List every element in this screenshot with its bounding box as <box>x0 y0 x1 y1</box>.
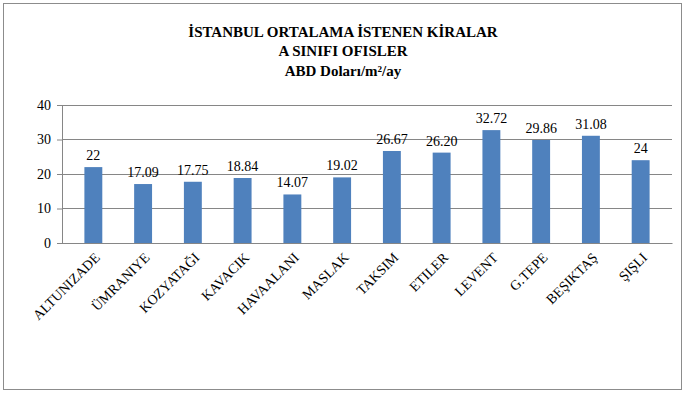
bar <box>532 140 550 243</box>
x-tick-label: TAKSIM <box>354 250 402 298</box>
data-labels: 22 17.09 17.75 18.84 14.07 19.02 26.67 26.20 32.… <box>86 111 647 190</box>
x-tick-label: G.TEPE <box>507 250 551 294</box>
bar <box>84 167 102 243</box>
data-label: 14.07 <box>277 175 309 190</box>
grid-line <box>62 243 672 244</box>
y-tick-label: 0 <box>44 236 51 251</box>
data-label: 26.20 <box>426 134 458 149</box>
bar <box>482 130 500 243</box>
data-label: 26.67 <box>376 132 408 147</box>
y-tick-mark <box>57 209 62 210</box>
x-tick-label: KOZYATAĞI <box>136 249 203 316</box>
data-label: 31.08 <box>575 117 607 132</box>
bar <box>582 136 600 243</box>
x-tick-label: HAVAALANI <box>235 250 303 318</box>
x-tick-label: ŞIŞLI <box>616 250 650 284</box>
y-tick-mark <box>57 174 62 175</box>
y-tick-mark <box>57 105 62 106</box>
y-tick-label: 40 <box>37 98 51 113</box>
x-tick: KOZYATAĞI <box>136 249 203 316</box>
x-tick-label: BEŞIKTAŞ <box>543 250 600 307</box>
subtitle: ABD Doları/m²/ay <box>285 63 402 79</box>
data-label: 18.84 <box>227 159 259 174</box>
x-tick: LEVENT <box>452 250 501 299</box>
y-tick-label: 20 <box>37 167 51 182</box>
title: İSTANBUL ORTALAMA İSTENEN KİRALAR <box>188 24 498 40</box>
x-axis: ALTUNIZADEÜMRANIYEKOZYATAĞIKAVACIKHAVAAL… <box>30 244 672 323</box>
bar <box>184 182 202 243</box>
bar <box>333 177 351 243</box>
data-label: 17.09 <box>127 165 159 180</box>
y-tick: 40 <box>37 98 62 113</box>
bar <box>134 184 152 243</box>
bars <box>84 130 649 243</box>
data-label: 19.02 <box>326 158 358 173</box>
x-axis-line <box>63 243 673 244</box>
y-tick-label: 10 <box>37 201 51 216</box>
x-tick: ALTUNIZADE <box>30 250 103 323</box>
subtitle: A SINIFI OFISLER <box>278 43 407 59</box>
x-tick: HAVAALANI <box>235 250 303 318</box>
grid <box>62 105 672 243</box>
data-label: 32.72 <box>476 111 508 126</box>
bar <box>283 194 301 243</box>
x-tick-label: MASLAK <box>299 250 351 302</box>
y-tick-mark <box>57 140 62 141</box>
x-tick-label: ALTUNIZADE <box>30 250 103 323</box>
data-label: 24 <box>634 141 648 156</box>
x-tick: MASLAK <box>299 250 351 302</box>
y-tick: 0 <box>44 236 62 251</box>
grid-line <box>62 208 672 209</box>
y-tick: 10 <box>37 201 62 216</box>
x-tick: G.TEPE <box>507 250 551 294</box>
data-label: 17.75 <box>177 163 209 178</box>
bar <box>433 153 451 243</box>
x-tick-label: LEVENT <box>452 250 501 299</box>
y-tick: 20 <box>37 167 62 182</box>
bar <box>383 151 401 243</box>
y-axis: 0 10 20 30 40 <box>37 98 63 251</box>
x-tick-label: ETILER <box>407 250 452 295</box>
y-axis-line <box>57 106 63 244</box>
grid-line <box>62 139 672 140</box>
chart: İSTANBUL ORTALAMA İSTENEN KİRALAR A SINIF… <box>0 0 686 396</box>
y-tick-label: 30 <box>37 132 51 147</box>
frame <box>4 4 682 390</box>
x-tick: BEŞIKTAŞ <box>543 250 600 307</box>
bar <box>632 160 650 243</box>
x-tick-label: KAVACIK <box>198 250 252 304</box>
x-tick: ETILER <box>407 250 452 295</box>
y-tick-mark <box>57 243 62 244</box>
data-label: 22 <box>86 148 100 163</box>
x-tick: TAKSIM <box>354 250 402 298</box>
bar <box>234 178 252 243</box>
x-tick: ŞIŞLI <box>616 250 650 284</box>
grid-line <box>62 105 672 106</box>
data-label: 29.86 <box>525 121 557 136</box>
x-tick: KAVACIK <box>198 250 252 304</box>
y-tick: 30 <box>37 132 62 147</box>
